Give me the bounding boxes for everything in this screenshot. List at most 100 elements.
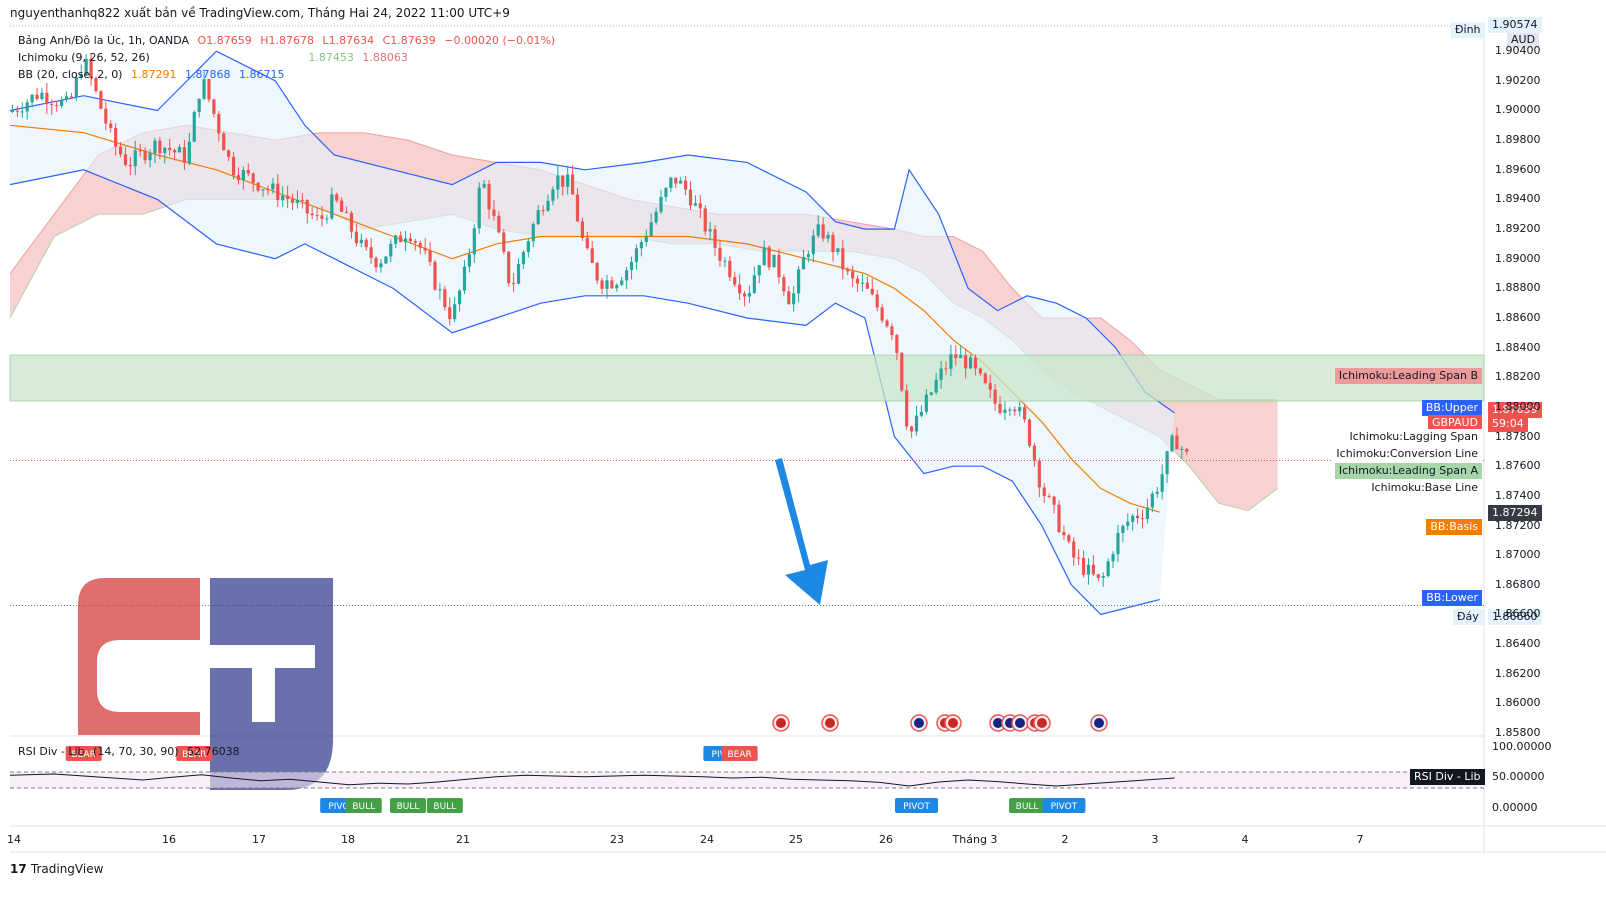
candle-body	[354, 231, 358, 244]
legend-ichimoku[interactable]: Ichimoku (9, 26, 52, 26)	[18, 51, 150, 64]
candle-body	[1160, 474, 1164, 492]
candle-body	[796, 269, 801, 294]
rsi-marker-bull[interactable]	[426, 798, 463, 813]
candle-body	[1081, 557, 1086, 575]
rsi-marker-bull[interactable]	[345, 798, 382, 813]
rsi-marker-bear[interactable]	[65, 746, 102, 761]
currency-label[interactable]: AUD	[1507, 32, 1540, 48]
candle-body	[605, 280, 609, 289]
candle-body	[310, 213, 314, 216]
candle-body	[1140, 518, 1145, 520]
rsi-marker-text: BULL	[352, 802, 375, 812]
candle-body	[202, 79, 206, 99]
candle-body	[212, 99, 216, 114]
candle-body	[1057, 504, 1061, 532]
time-tick: 26	[879, 833, 893, 846]
price-tick: 1.85800	[1495, 726, 1541, 740]
candle-body	[251, 173, 255, 183]
candle-body	[217, 113, 221, 134]
candle-body	[993, 389, 997, 404]
candle-body	[261, 189, 265, 191]
candle-body	[1106, 561, 1110, 576]
price-tick: 1.88200	[1495, 370, 1541, 384]
candle-body	[1150, 493, 1154, 508]
price-tick: 1.86000	[1495, 696, 1541, 710]
time-tick: 25	[789, 833, 803, 846]
candle-body	[1121, 525, 1125, 533]
candle-body	[968, 357, 973, 369]
rsi-line	[9, 773, 1175, 787]
candle-body	[590, 248, 594, 263]
candle-body	[453, 304, 457, 320]
rsi-marker-bear[interactable]	[176, 746, 213, 761]
candle-body	[998, 403, 1002, 413]
candle-body	[531, 224, 535, 242]
candle-body	[389, 243, 393, 257]
series-label: Ichimoku:Conversion Line	[1332, 446, 1482, 463]
price-tick: 1.86800	[1495, 577, 1541, 591]
rsi-legend-label[interactable]: RSI Div - Lib	[18, 745, 85, 758]
candle-body	[851, 271, 855, 279]
candle-body	[35, 94, 39, 100]
candle-body	[418, 242, 422, 248]
candle-body	[546, 200, 550, 211]
rsi-marker-bear[interactable]	[721, 746, 758, 761]
candle-body	[295, 199, 300, 203]
candle-body	[1013, 409, 1017, 412]
rsi-marker-text: BEAR	[182, 750, 206, 760]
rsi-marker-pivotlow[interactable]	[1042, 798, 1086, 813]
candle-body	[634, 248, 639, 262]
candle-body	[816, 224, 820, 236]
candle-body	[497, 215, 501, 233]
candle-body	[344, 211, 349, 213]
candle-body	[163, 147, 167, 154]
time-tick: 4	[1241, 833, 1249, 846]
price-tick: 1.89400	[1495, 192, 1541, 206]
candle-body	[900, 352, 904, 391]
legend-bb-upper: 1.87868	[184, 68, 231, 81]
high-marker-value: 1.90574	[1488, 17, 1542, 33]
candle-body	[905, 390, 909, 427]
candle-body	[1072, 541, 1076, 558]
candle-body	[757, 265, 761, 276]
kumo-segment	[54, 155, 99, 237]
rsi-marker-bull[interactable]	[389, 798, 426, 813]
candle-body	[1116, 532, 1120, 555]
rsi-marker-pivotlow[interactable]	[895, 798, 939, 813]
candle-body	[241, 169, 245, 181]
candle-body	[320, 215, 324, 219]
rsi-marker-bull[interactable]	[1009, 798, 1046, 813]
rsi-marker-text: BEAR	[72, 750, 96, 760]
candle-body	[168, 147, 172, 151]
candle-body	[1096, 574, 1100, 578]
rsi-legend-row: RSI Div - Lib (14, 70, 30, 90) 52.76038	[18, 745, 245, 758]
bb-basis-line	[9, 124, 1160, 513]
legend-close: C1.87639	[382, 34, 436, 47]
candle-body	[222, 133, 226, 151]
legend-low: L1.87634	[322, 34, 375, 47]
event-flag-inner	[1015, 718, 1025, 728]
bb-fill	[10, 51, 1175, 615]
candle-body	[570, 174, 575, 195]
legend-high: H1.87678	[260, 34, 314, 47]
candle-body	[492, 209, 496, 216]
candle-body	[728, 260, 732, 278]
candle-body	[723, 260, 727, 262]
candle-body	[1111, 554, 1115, 562]
price-tick: 1.88800	[1495, 281, 1541, 295]
candle-body	[286, 195, 290, 199]
candle-body	[394, 235, 398, 244]
series-label: GBPAUD	[1427, 415, 1482, 432]
low-marker-value: 1.86660	[1488, 609, 1542, 625]
bb-upper-line	[9, 50, 1175, 414]
legend-symbol[interactable]: Bảng Anh/Đô la Úc, 1h, OANDA	[18, 34, 190, 47]
candle-body	[64, 96, 69, 100]
legend-bb[interactable]: BB (20, close, 2, 0)	[18, 68, 123, 81]
candle-body	[281, 195, 285, 201]
tradingview-footer[interactable]: 𝟭𝟳 TradingView	[10, 862, 104, 876]
candle-body	[826, 234, 830, 239]
candle-body	[1126, 521, 1130, 526]
candle-body	[477, 187, 481, 229]
